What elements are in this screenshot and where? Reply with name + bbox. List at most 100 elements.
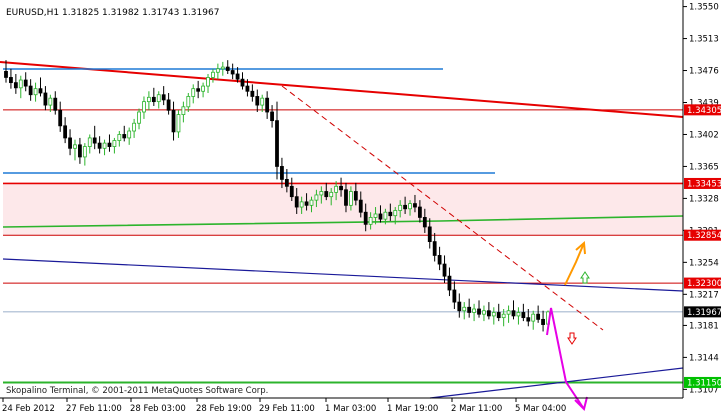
candle-body [309,199,314,206]
candle-body [38,88,43,94]
candle-body [186,96,191,108]
x-tick-label: 1 Mar 03:00 [325,404,376,414]
candle-body [78,144,82,158]
y-tick-label: 1.3402 [689,130,719,140]
candle-body [339,185,343,191]
candle-body [462,306,467,312]
candle-body [87,137,92,147]
candle-body [427,226,432,243]
candle-body [53,97,58,111]
candle-body [142,101,146,113]
candle-body [137,111,141,124]
price-label-box [684,277,721,289]
candle-body [9,77,13,84]
candle-body [408,203,412,210]
candle-body [151,96,156,103]
candle-body [107,142,112,147]
x-tick-label: 1 Mar 19:00 [387,404,438,414]
candle-body [215,68,220,73]
candle-body [33,88,38,96]
candle-body [4,70,8,78]
candle-body [156,94,161,103]
y-tick-label: 1.3254 [689,258,719,268]
candle-body [117,134,122,141]
candle-body [383,211,388,220]
candle-body [284,178,289,187]
candle-body [171,109,176,133]
candle-body [161,94,166,101]
green-trendline [2,215,684,228]
candle-body [176,114,181,133]
candle-body [299,201,304,208]
navy-trendline [2,258,684,292]
candle-body [531,313,536,322]
candle-body [68,137,72,149]
small-up-arrow-icon [580,271,590,284]
candle-body [146,96,151,103]
candle-body [521,312,526,319]
candle-body [486,310,491,317]
candle-body [482,310,486,315]
candle-body [240,78,245,87]
candle-body [314,194,319,201]
candle-body [344,189,348,206]
candle-body [280,166,284,180]
candle-body [58,109,63,127]
candle-body [417,206,422,218]
candle-body [349,191,353,206]
y-tick-label: 1.3217 [689,290,719,300]
candle-body [112,140,117,147]
candle-body [127,130,132,139]
candle-body [206,77,210,87]
candle-body [265,97,270,113]
candle-body [536,313,541,320]
y-tick-label: 1.3181 [689,321,719,331]
candle-body [373,213,378,218]
watermark: Skopalino Terminal, © 2001-2011 MetaQuot… [6,386,268,396]
candle-body [353,191,358,201]
x-tick-label: 5 Mar 04:00 [515,404,566,414]
candle-body [447,275,452,291]
candle-body [437,255,442,265]
y-tick-label: 1.3107 [689,385,719,395]
candle-body [467,306,472,313]
candle-body [442,263,447,277]
candle-body [28,85,33,96]
candle-body [201,85,205,92]
price-label: 1.33453 [687,179,721,189]
candle-body [526,317,531,322]
dashed-trendline [281,85,604,331]
candle-body [496,312,501,319]
candle-body [289,185,294,198]
candle-body [270,111,274,122]
price-label-box [684,177,721,189]
candle-body [260,97,265,106]
x-tick-label: 2 Mar 11:00 [451,404,502,414]
candle-body [92,137,97,144]
candle-body [541,318,545,325]
candle-body [48,97,53,106]
candle-body [122,134,127,139]
candle-body [18,79,23,89]
red-resistance-trendline [0,61,684,118]
x-tick-label: 27 Feb 11:00 [66,404,122,414]
price-label: 1.32854 [687,231,721,241]
candle-body [457,301,462,312]
candle-body [413,203,417,208]
candle-body [294,196,299,208]
candle-body [82,146,87,158]
candle-body [220,66,225,70]
candle-body [363,211,368,225]
candle-body [393,210,398,217]
candle-body [13,82,18,89]
candle-body [358,199,363,213]
candle-body [166,99,171,111]
candle-body [491,312,496,317]
candle-body [255,96,260,106]
candle-body [422,217,427,228]
candle-body [334,185,339,193]
magenta-arrowhead-icon [574,396,588,411]
candle-body [304,201,309,206]
